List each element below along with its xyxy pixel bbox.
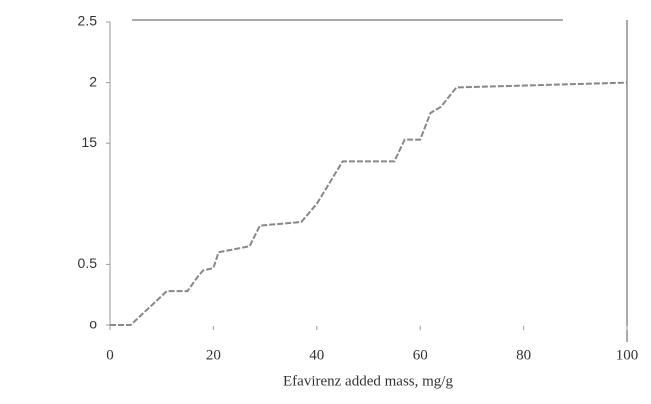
x-tick-label: 100 <box>616 347 639 363</box>
data-line <box>110 81 628 326</box>
y-tick-label: o <box>89 316 97 332</box>
x-tick-label: 80 <box>516 347 531 363</box>
x-tick-label: 0 <box>106 347 114 363</box>
x-axis-title: Efavirenz added mass, mg/g <box>283 373 453 389</box>
x-tick-label: 60 <box>413 347 428 363</box>
y-tick-label: 2.5 <box>78 13 98 29</box>
y-tick-label: 2 <box>89 73 97 89</box>
x-tick-label: 20 <box>206 347 221 363</box>
y-tick-label: 0.5 <box>78 255 98 271</box>
y-tick-label: 15 <box>81 134 97 150</box>
x-tick-label: 40 <box>309 347 324 363</box>
